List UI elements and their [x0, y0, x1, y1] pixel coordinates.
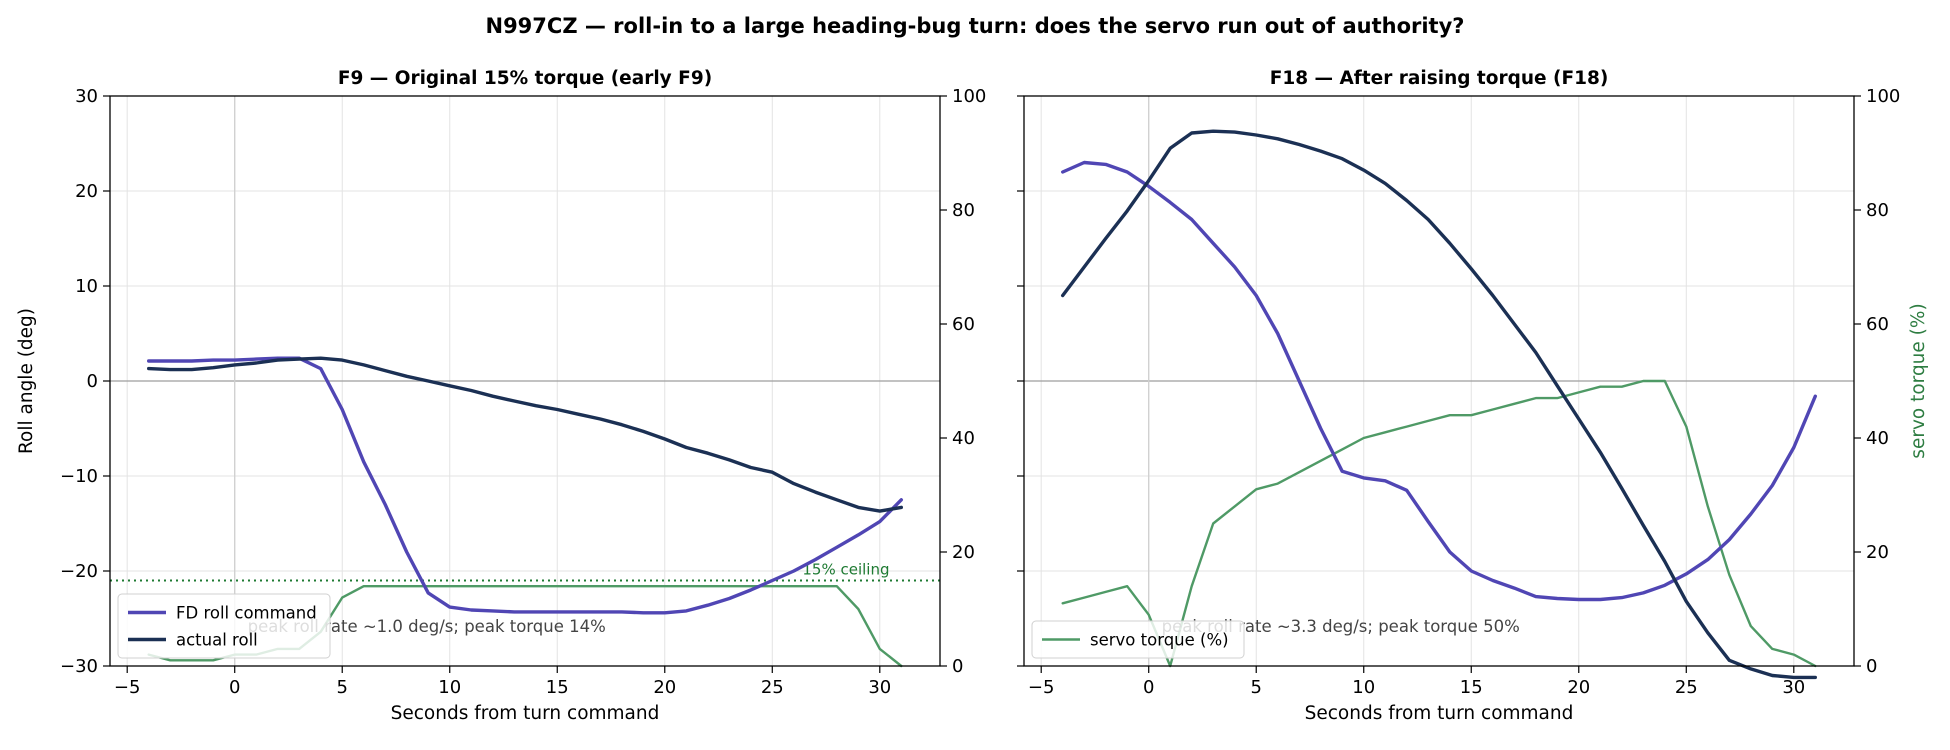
chart-0-xtick-label: −5: [114, 677, 141, 698]
chart-0-xtick-label: 30: [868, 677, 891, 698]
chart-0-y2tick-label: 40: [952, 428, 975, 449]
chart-0-y2tick-label: 0: [952, 656, 963, 677]
chart-0-legend-box: [117, 593, 331, 659]
chart-1-legend-box: [1031, 620, 1245, 659]
chart-0-xtick-label: 0: [229, 677, 240, 698]
chart-0-xtick-label: 20: [653, 677, 676, 698]
chart-0-ylabel: Roll angle (deg): [16, 308, 37, 454]
chart-1-y2tick-label: 40: [1866, 428, 1889, 449]
chart-0-ceiling-label: 15% ceiling: [802, 561, 889, 579]
chart-1-y2tick-label: 100: [1866, 86, 1900, 107]
chart-1-y2tick-label: 60: [1866, 314, 1889, 335]
chart-0-y2tick-label: 80: [952, 200, 975, 221]
chart-1-y2tick-label: 20: [1866, 542, 1889, 563]
chart-1-xtick-label: 15: [1460, 677, 1483, 698]
chart-1-xlabel: Seconds from turn command: [1305, 703, 1574, 724]
chart-1-xtick-label: 25: [1675, 677, 1698, 698]
chart-1-legend-label: servo torque (%): [1090, 631, 1229, 650]
chart-0-title: F9 — Original 15% torque (early F9): [338, 68, 712, 89]
chart-1-xtick-label: 5: [1251, 677, 1262, 698]
chart-1-series-torque: [1061, 379, 1817, 668]
chart-0-annotation: peak roll rate ~1.0 deg/s; peak torque 1…: [248, 617, 606, 636]
chart-1-xtick-label: 10: [1352, 677, 1375, 698]
chart-0-xtick-label: 10: [438, 677, 461, 698]
chart-1-annotation: peak roll rate ~3.3 deg/s; peak torque 5…: [1162, 617, 1520, 636]
chart-0-ytick-label: 0: [87, 371, 98, 392]
chart-0-xtick-label: 15: [546, 677, 569, 698]
chart-1-series-command: [1060, 160, 1818, 602]
chart-0-series-actual: [146, 356, 903, 513]
chart-f9-original-torque: 15% ceiling −5 0 5 10 15 20 25 30 −30 −20 −10 0 10 20 3…: [16, 68, 986, 724]
chart-0-y2tick-label: 20: [952, 542, 975, 563]
chart-0-legend-label: actual roll: [176, 631, 258, 650]
chart-0-ytick-label: 30: [75, 86, 98, 107]
chart-0-legend: FD roll command actual roll: [117, 593, 331, 659]
chart-0-xtick-label: 25: [761, 677, 784, 698]
chart-1-legend: servo torque (%): [1031, 620, 1245, 659]
chart-1-y2tick-label: 0: [1866, 656, 1877, 677]
chart-0-ytick-label: −30: [60, 656, 98, 677]
chart-0-ytick-label: 10: [75, 276, 98, 297]
chart-1-series-actual: [1060, 129, 1818, 680]
chart-0-series-command: [146, 356, 903, 615]
chart-1-y2label: servo torque (%): [1908, 303, 1929, 458]
chart-0-xtick-label: 5: [337, 677, 348, 698]
chart-0-ytick-label: −20: [60, 561, 98, 582]
chart-1-xtick-label: 30: [1782, 677, 1805, 698]
chart-0-ytick-label: 20: [75, 181, 98, 202]
chart-1-xtick-label: 20: [1567, 677, 1590, 698]
chart-0-y2tick-label: 100: [952, 86, 986, 107]
chart-0-y2tick-label: 60: [952, 314, 975, 335]
chart-1-xtick-label: −5: [1028, 677, 1055, 698]
chart-f18-raised-torque: −5 0 5 10 15 20 25 30 0 20 40 60 80 100 F18 — After ra…: [1017, 68, 1929, 724]
chart-0-ytick-label: −10: [60, 466, 98, 487]
figure-suptitle: N997CZ — roll-in to a large heading-bug …: [486, 14, 1465, 38]
chart-1-y2tick-label: 80: [1866, 200, 1889, 221]
chart-0-legend-label: FD roll command: [176, 604, 317, 623]
chart-1-title: F18 — After raising torque (F18): [1270, 68, 1609, 89]
chart-1-xtick-label: 0: [1143, 677, 1154, 698]
chart-0-xlabel: Seconds from turn command: [391, 703, 660, 724]
